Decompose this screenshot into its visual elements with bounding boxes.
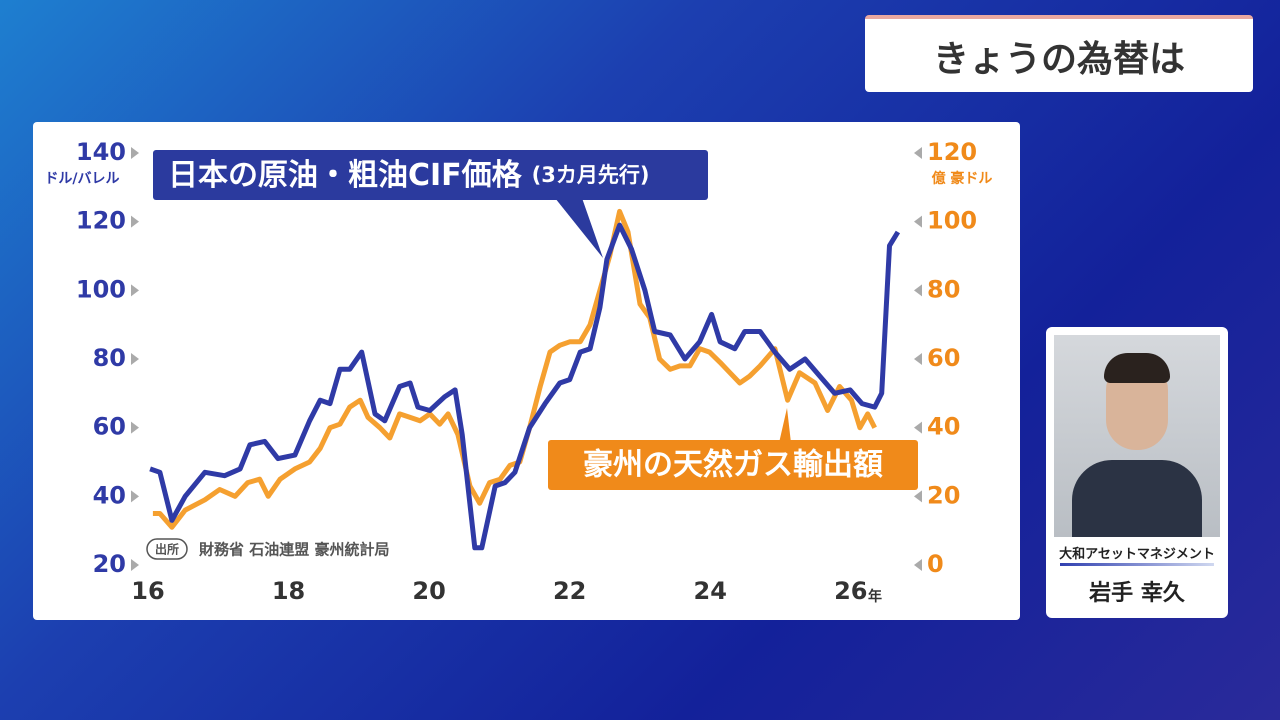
y-tick-label: 80 bbox=[93, 344, 126, 372]
y-tick-label: 100 bbox=[76, 275, 126, 303]
presenter-photo bbox=[1054, 335, 1220, 537]
x-tick-label: 20 bbox=[412, 577, 445, 605]
series-label: 日本の原油・粗油CIF価格 (3カ月先行) bbox=[168, 158, 649, 193]
y-tick-label: 120 bbox=[76, 207, 126, 235]
y2-tick-mark bbox=[914, 147, 922, 159]
series-label: 豪州の天然ガス輸出額 bbox=[583, 448, 883, 483]
y2-tick-mark bbox=[914, 559, 922, 571]
series-label-box bbox=[548, 440, 918, 490]
y-tick-mark bbox=[131, 284, 139, 297]
x-tick-label: 16 bbox=[131, 577, 164, 605]
chart-panel bbox=[33, 122, 1020, 620]
y2-tick-label: 100 bbox=[927, 207, 977, 235]
series-line bbox=[149, 222, 901, 551]
y-tick-mark bbox=[131, 421, 139, 434]
presenter-card: 大和アセットマネジメント 岩手 幸久 bbox=[1046, 327, 1228, 618]
x-tick-label: 26 bbox=[834, 577, 867, 605]
y-tick-label: 20 bbox=[93, 550, 126, 578]
presenter-name: 岩手 幸久 bbox=[1089, 581, 1185, 606]
y2-unit: 億 豪ドル bbox=[932, 170, 993, 187]
y-tick-mark bbox=[131, 147, 139, 159]
presenter-org: 大和アセットマネジメント bbox=[1059, 547, 1215, 562]
y2-tick-mark bbox=[914, 284, 922, 297]
y2-tick-mark bbox=[914, 490, 922, 503]
y2-tick-label: 60 bbox=[927, 344, 960, 372]
y-tick-mark bbox=[131, 559, 139, 571]
series-label-name: 日本の原油・粗油CIF価格 bbox=[168, 158, 523, 193]
source-tag: 出所 bbox=[155, 542, 179, 557]
y2-tick-label: 0 bbox=[927, 550, 944, 578]
series-label-box bbox=[153, 150, 708, 200]
y2-tick-label: 40 bbox=[927, 413, 960, 441]
y2-tick-label: 20 bbox=[927, 481, 960, 509]
label-pointer bbox=[555, 198, 603, 258]
y-tick-mark bbox=[131, 215, 139, 228]
header-title: きょうの為替は bbox=[865, 15, 1253, 92]
divider bbox=[1060, 563, 1214, 566]
y-tick-label: 140 bbox=[76, 138, 126, 166]
y-tick-label: 60 bbox=[93, 413, 126, 441]
x-tick-label: 18 bbox=[272, 577, 305, 605]
x-tick-label: 22 bbox=[553, 577, 586, 605]
y2-tick-mark bbox=[914, 421, 922, 434]
y-unit: ドル/バレル bbox=[44, 171, 119, 187]
source-tag-box bbox=[146, 538, 188, 560]
x-unit: 年 bbox=[868, 588, 882, 605]
y2-tick-mark bbox=[914, 215, 922, 228]
label-pointer bbox=[779, 408, 791, 443]
y-tick-label: 40 bbox=[93, 481, 126, 509]
y2-tick-label: 120 bbox=[927, 138, 977, 166]
y2-tick-label: 80 bbox=[927, 275, 960, 303]
y2-tick-mark bbox=[914, 353, 922, 365]
y-tick-mark bbox=[131, 353, 139, 365]
annotation: (3カ月先行) bbox=[532, 163, 650, 187]
y-tick-mark bbox=[131, 490, 139, 503]
x-tick-label: 24 bbox=[694, 577, 727, 605]
source: 財務省 石油連盟 豪州統計局 bbox=[198, 541, 389, 559]
